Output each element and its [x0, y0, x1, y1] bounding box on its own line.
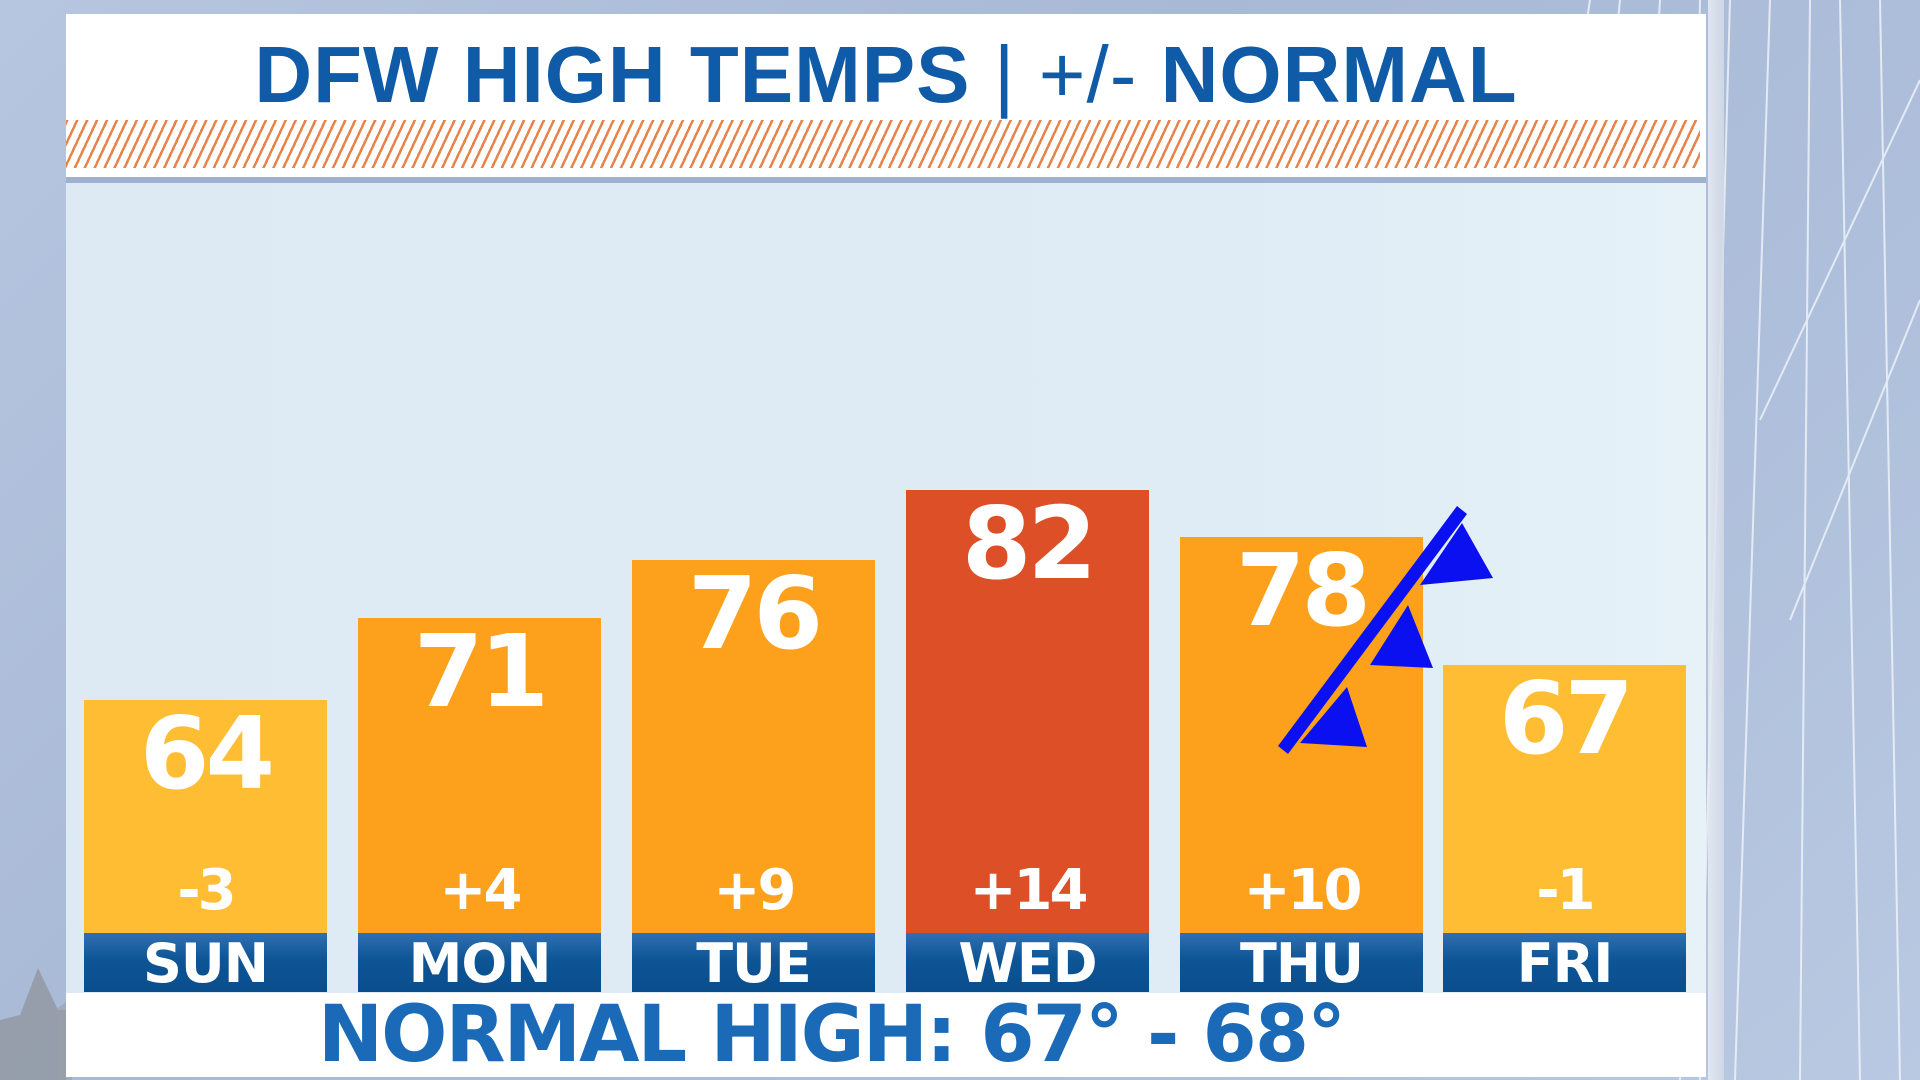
- title-separator: |: [993, 30, 1016, 119]
- day-label-fri: FRI: [1443, 933, 1686, 995]
- day-label-thu: THU: [1180, 933, 1423, 995]
- day-label-tue: TUE: [632, 933, 875, 995]
- bar-fri: 67 -1: [1443, 665, 1686, 933]
- anomaly-value: +10: [1243, 858, 1363, 923]
- day-label-sun: SUN: [84, 933, 327, 995]
- footer-strip: NORMAL HIGH: 67° - 68°: [66, 993, 1706, 1077]
- high-temp-value: 71: [413, 613, 549, 730]
- high-temp-value: 82: [961, 485, 1097, 602]
- anomaly-value: +4: [439, 858, 523, 923]
- anomaly-value: -3: [177, 858, 236, 923]
- anomaly-value: +9: [713, 858, 797, 923]
- header-divider: [66, 177, 1706, 183]
- high-temp-value: 64: [139, 695, 275, 812]
- chart-title: DFW HIGH TEMPS | +/- NORMAL: [66, 30, 1706, 120]
- bar-sun: 64 -3: [84, 700, 327, 933]
- day-label-wed: WED: [906, 933, 1149, 995]
- title-plus-minus: +/-: [1038, 30, 1138, 119]
- header-banner: DFW HIGH TEMPS | +/- NORMAL: [66, 14, 1706, 177]
- bridge-pillar-background: [1708, 0, 1724, 1080]
- bar-wed: 82 +14: [906, 490, 1149, 933]
- bar-thu: 78 +10: [1180, 537, 1423, 933]
- normal-high-label: NORMAL HIGH: 67° - 68°: [317, 990, 1346, 1080]
- bar-mon: 71 +4: [358, 618, 601, 933]
- high-temp-value: 76: [687, 555, 823, 672]
- day-label-mon: MON: [358, 933, 601, 995]
- title-tail: NORMAL: [1160, 30, 1518, 119]
- decorative-stripes: [66, 120, 1700, 168]
- anomaly-value: +14: [969, 858, 1089, 923]
- high-temp-value: 67: [1498, 660, 1634, 777]
- high-temp-value: 78: [1235, 532, 1371, 649]
- title-main: DFW HIGH TEMPS: [254, 30, 971, 119]
- bar-tue: 76 +9: [632, 560, 875, 933]
- anomaly-value: -1: [1536, 858, 1595, 923]
